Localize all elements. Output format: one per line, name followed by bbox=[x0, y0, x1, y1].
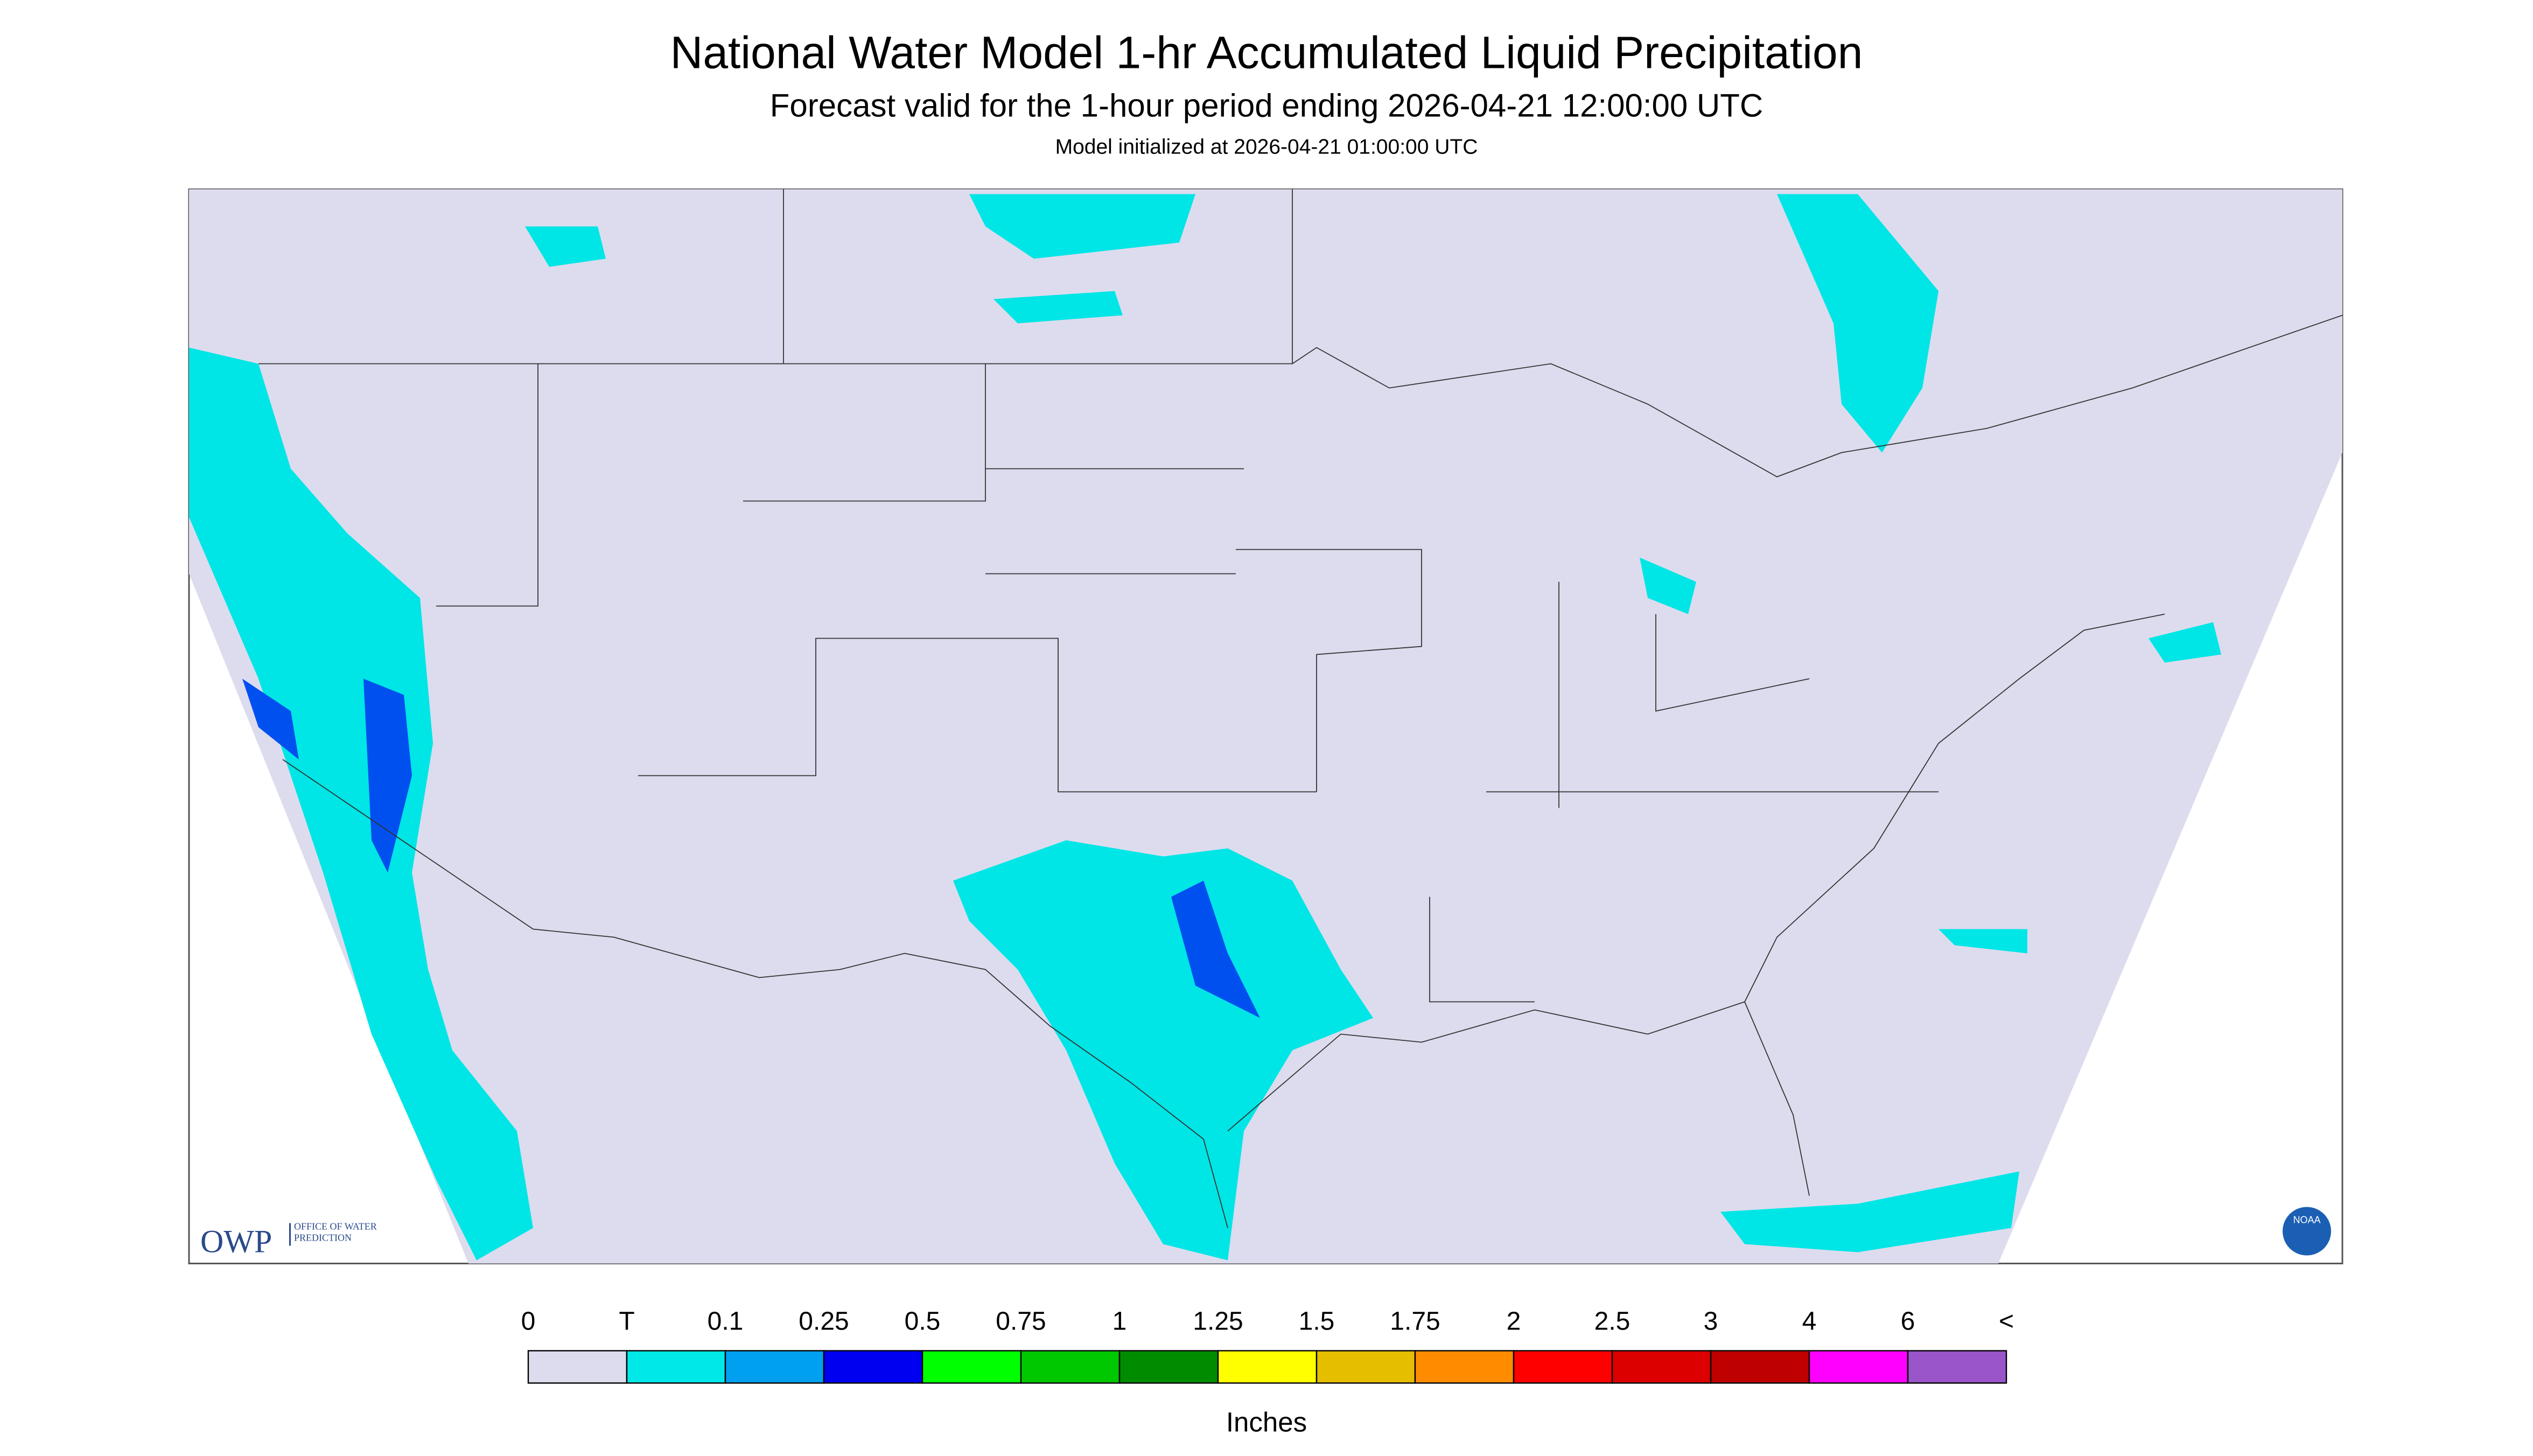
legend-swatch bbox=[1808, 1350, 1909, 1384]
legend-swatch bbox=[1611, 1350, 1712, 1384]
legend-label: 0.75 bbox=[996, 1307, 1046, 1336]
legend-swatch bbox=[921, 1350, 1022, 1384]
legend-label: 0.1 bbox=[708, 1307, 744, 1336]
legend-swatch bbox=[1710, 1350, 1810, 1384]
legend-swatch bbox=[527, 1350, 628, 1384]
owp-name-box: OFFICE OF WATER PREDICTION bbox=[289, 1223, 386, 1246]
legend-label: 0.5 bbox=[905, 1307, 941, 1336]
legend-swatch bbox=[1118, 1350, 1219, 1384]
legend-label: < bbox=[1999, 1307, 2014, 1336]
owp-logo: OWP bbox=[200, 1224, 272, 1259]
legend-label: 2 bbox=[1507, 1307, 1521, 1336]
legend-label: 1.25 bbox=[1193, 1307, 1243, 1336]
legend-label: 4 bbox=[1802, 1307, 1817, 1336]
legend-swatch bbox=[1020, 1350, 1121, 1384]
noaa-text: NOAA bbox=[2293, 1215, 2320, 1226]
map: OWP OFFICE OF WATER PREDICTION NOAA bbox=[188, 188, 2343, 1264]
legend-label: 1.75 bbox=[1390, 1307, 1440, 1336]
legend-units: Inches bbox=[1226, 1407, 1307, 1438]
owp-name: OFFICE OF WATER PREDICTION bbox=[289, 1223, 386, 1246]
subtitle: Forecast valid for the 1-hour period end… bbox=[770, 88, 1763, 124]
legend-swatch bbox=[724, 1350, 825, 1384]
legend-swatch bbox=[626, 1350, 726, 1384]
legend-label: 6 bbox=[1901, 1307, 1915, 1336]
title: National Water Model 1-hr Accumulated Li… bbox=[670, 27, 1863, 78]
legend: 0 T 0.1 0.25 0.5 0.75 1 1.25 1.5 1.75 2 2.5 3 4 6 < bbox=[521, 1307, 2014, 1384]
legend-label: T bbox=[619, 1307, 634, 1336]
noaa-logo bbox=[2283, 1207, 2331, 1256]
legend-label: 0 bbox=[521, 1307, 536, 1336]
legend-label: 1.5 bbox=[1299, 1307, 1335, 1336]
legend-swatch bbox=[1217, 1350, 1318, 1384]
legend-label: 2.5 bbox=[1594, 1307, 1631, 1336]
legend-swatch bbox=[1907, 1350, 2007, 1384]
legend-label: 1 bbox=[1112, 1307, 1127, 1336]
init-time: Model initialized at 2026-04-21 01:00:00… bbox=[1055, 136, 1478, 159]
legend-swatch bbox=[1414, 1350, 1515, 1384]
legend-label: 0.25 bbox=[799, 1307, 849, 1336]
legend-label: 3 bbox=[1704, 1307, 1718, 1336]
legend-swatch bbox=[1316, 1350, 1416, 1384]
legend-swatch bbox=[1513, 1350, 1613, 1384]
legend-swatch bbox=[823, 1350, 923, 1384]
